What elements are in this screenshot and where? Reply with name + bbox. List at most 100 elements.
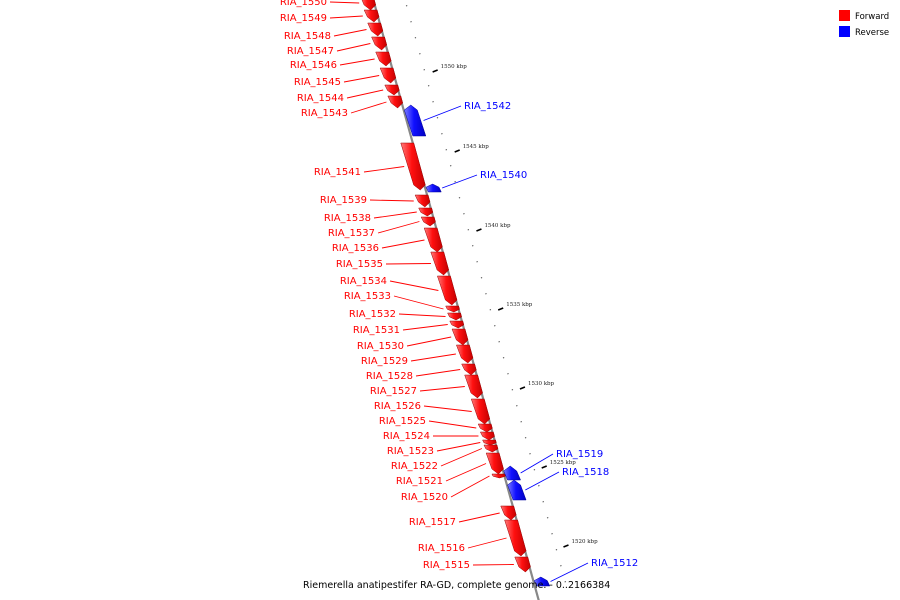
gene-forward-glyph[interactable]	[482, 439, 497, 446]
minor-tick-mark	[480, 277, 483, 279]
minor-tick-mark	[432, 101, 434, 103]
minor-tick-mark	[493, 325, 496, 327]
gene-reverse-glyph[interactable]	[404, 104, 427, 137]
gene-forward-glyph[interactable]	[414, 194, 431, 208]
gene-forward-glyph[interactable]	[500, 505, 517, 521]
minor-tick-mark	[551, 533, 553, 535]
gene-label[interactable]: RIA_1544	[297, 93, 344, 104]
gene-label-leader	[377, 221, 420, 234]
gene-label[interactable]: RIA_1532	[349, 309, 396, 320]
gene-forward-glyph[interactable]	[379, 67, 397, 84]
gene-label[interactable]: RIA_1533	[344, 291, 391, 302]
gene-label[interactable]: RIA_1526	[374, 401, 421, 412]
gene-forward-glyph[interactable]	[430, 251, 450, 276]
gene-label[interactable]: RIA_1520	[401, 492, 448, 503]
gene-label[interactable]: RIA_1521	[396, 476, 443, 487]
kbp-tick-mark	[519, 386, 526, 390]
gene-label[interactable]: RIA_1519	[556, 449, 603, 460]
gene-label[interactable]: RIA_1529	[361, 356, 408, 367]
gene-forward-glyph[interactable]	[387, 95, 404, 109]
gene-forward-glyph[interactable]	[437, 275, 458, 306]
gene-forward-glyph[interactable]	[400, 142, 426, 191]
gene-label[interactable]: RIA_1546	[290, 60, 337, 71]
gene-forward-glyph[interactable]	[367, 22, 384, 37]
gene-forward-glyph[interactable]	[479, 431, 495, 441]
gene-label[interactable]: RIA_1541	[314, 167, 361, 178]
gene-label[interactable]: RIA_1531	[353, 325, 400, 336]
gene-forward-glyph[interactable]	[483, 444, 499, 453]
minor-tick-mark	[467, 229, 470, 231]
gene-label[interactable]: RIA_1535	[336, 259, 383, 270]
gene-label[interactable]: RIA_1518	[562, 467, 609, 478]
gene-forward-glyph[interactable]	[375, 51, 392, 67]
minor-tick-mark	[489, 309, 492, 311]
gene-label[interactable]: RIA_1512	[591, 558, 638, 569]
gene-forward-glyph[interactable]	[485, 452, 504, 475]
gene-forward-glyph[interactable]	[514, 556, 531, 573]
gene-label[interactable]: RIA_1528	[366, 371, 413, 382]
gene-forward-glyph[interactable]	[445, 305, 460, 313]
gene-forward-glyph[interactable]	[420, 216, 436, 227]
gene-reverse-glyph[interactable]	[425, 183, 442, 193]
kbp-tick-mark	[454, 149, 460, 153]
gene-label[interactable]: RIA_1530	[357, 341, 404, 352]
gene-forward-glyph[interactable]	[363, 9, 380, 23]
gene-label[interactable]: RIA_1545	[294, 77, 341, 88]
tick-marks-layer: 1550 kbp 1545 kbp 1540 kbp 1535 kbp 1530 kbp…	[405, 5, 598, 583]
gene-label[interactable]: RIA_1547	[287, 46, 334, 57]
minor-tick-mark	[449, 165, 452, 167]
gene-label-leader	[428, 420, 477, 429]
gene-forward-glyph[interactable]	[456, 344, 474, 364]
kbp-tick-mark	[432, 69, 438, 73]
gene-label[interactable]: RIA_1523	[387, 446, 434, 457]
gene-label[interactable]: RIA_1516	[418, 543, 465, 554]
minor-tick-mark	[529, 453, 531, 455]
gene-label[interactable]: RIA_1549	[280, 13, 327, 24]
gene-label[interactable]: RIA_1517	[409, 517, 456, 528]
gene-label[interactable]: RIA_1527	[370, 386, 417, 397]
gene-label-leader	[458, 512, 500, 523]
kbp-tick-label: 1530 kbp	[528, 381, 555, 387]
gene-forward-glyph[interactable]	[449, 320, 465, 329]
minor-tick-mark	[471, 245, 474, 247]
gene-label[interactable]: RIA_1542	[464, 101, 511, 112]
gene-label[interactable]: RIA_1515	[423, 560, 470, 571]
gene-forward-glyph[interactable]	[491, 473, 506, 479]
gene-reverse-glyph[interactable]	[503, 465, 521, 481]
gene-forward-glyph[interactable]	[371, 36, 388, 51]
gene-forward-glyph[interactable]	[447, 312, 462, 321]
gene-label[interactable]: RIA_1539	[320, 195, 367, 206]
gene-label[interactable]: RIA_1537	[328, 228, 375, 239]
gene-forward-glyph[interactable]	[477, 423, 493, 433]
genes-layer	[360, 0, 551, 587]
gene-label-leader	[369, 199, 414, 202]
gene-forward-glyph[interactable]	[461, 363, 477, 376]
gene-label-leader	[441, 174, 478, 189]
gene-forward-glyph[interactable]	[423, 227, 443, 253]
gene-label[interactable]: RIA_1534	[340, 276, 387, 287]
legend: Forward Reverse	[839, 10, 889, 38]
gene-label-leader	[525, 471, 560, 491]
minor-tick-mark	[458, 197, 461, 199]
gene-forward-glyph[interactable]	[418, 207, 434, 217]
kbp-tick-mark	[497, 307, 504, 311]
gene-label[interactable]: RIA_1548	[284, 31, 331, 42]
gene-label[interactable]: RIA_1538	[324, 213, 371, 224]
gene-label[interactable]: RIA_1536	[332, 243, 379, 254]
gene-forward-glyph[interactable]	[504, 519, 527, 557]
gene-forward-glyph[interactable]	[451, 328, 469, 346]
minor-tick-mark	[502, 357, 505, 359]
gene-label[interactable]: RIA_1522	[391, 461, 438, 472]
gene-label[interactable]: RIA_1550	[280, 0, 327, 8]
gene-label[interactable]: RIA_1543	[301, 108, 348, 119]
gene-forward-glyph[interactable]	[384, 84, 400, 96]
gene-label[interactable]: RIA_1540	[480, 170, 527, 181]
gene-label[interactable]: RIA_1524	[383, 431, 430, 442]
minor-tick-mark	[485, 293, 487, 295]
gene-forward-glyph[interactable]	[360, 0, 377, 11]
gene-forward-glyph[interactable]	[470, 398, 491, 425]
gene-forward-glyph[interactable]	[464, 374, 483, 399]
gene-reverse-glyph[interactable]	[533, 576, 551, 587]
gene-label[interactable]: RIA_1525	[379, 416, 426, 427]
gene-reverse-glyph[interactable]	[507, 479, 527, 501]
